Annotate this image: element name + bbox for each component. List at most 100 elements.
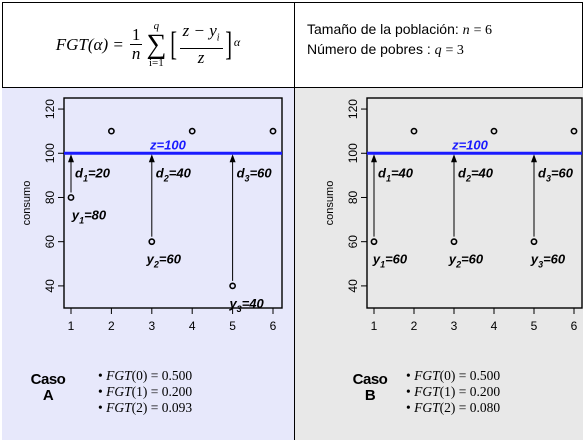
data-point	[229, 282, 236, 290]
x-tick-label: 6	[270, 319, 277, 333]
gap-arrow-head	[531, 154, 537, 163]
value-label: y3=60	[530, 252, 566, 270]
y-tick-label: 80	[346, 190, 360, 204]
data-point	[490, 127, 498, 135]
y-tick-label: 60	[346, 235, 360, 249]
y-tick-label: 40	[346, 279, 360, 293]
info-panel: Tamaño de la población: n = 6 Número de …	[295, 2, 583, 88]
case-b-label-line1: Caso	[352, 371, 388, 388]
population-size-value: = 6	[473, 23, 492, 38]
poverty-line-label: z=100	[149, 137, 187, 152]
y-tick-label: 80	[43, 190, 57, 204]
formula-panel: FGT(α) = 1 n q ∑ i=1 [ z − yi z ] α	[2, 2, 295, 88]
right-bracket: ]	[224, 25, 232, 63]
value-label: y1=60	[372, 252, 408, 270]
y-axis-title: consumo	[324, 181, 336, 226]
case-a-fgt1: • FGT(1) = 0.200	[98, 384, 193, 399]
y-tick-label: 40	[43, 279, 57, 293]
poor-count-var: q	[434, 43, 442, 58]
gap-arrow-head	[451, 154, 457, 163]
poor-count-line: Número de pobres : q = 3	[307, 40, 583, 60]
plot-frame	[366, 97, 583, 309]
formula-frac-num: 1	[129, 25, 143, 45]
fgt-formula: FGT(α) = 1 n q ∑ i=1 [ z − yi z ] α	[55, 20, 241, 69]
gap-label: d1=20	[75, 165, 111, 183]
x-tick-label: 6	[571, 319, 578, 333]
gap-label: d3=60	[237, 165, 273, 183]
formula-lhs: FGT(α) =	[55, 34, 124, 54]
case-a-fgt0: • FGT(0) = 0.500	[98, 368, 193, 383]
formula-inner-den: z	[197, 47, 205, 67]
formula-exponent: α	[233, 34, 241, 49]
x-tick-label: 2	[411, 319, 418, 333]
sigma-symbol: ∑	[146, 28, 167, 60]
y-tick-label: 100	[346, 143, 360, 163]
gap-arrow-head	[148, 154, 155, 163]
x-tick-label: 5	[531, 319, 538, 333]
value-label: y1=80	[71, 207, 107, 225]
formula-sum: q ∑ i=1	[146, 20, 167, 69]
data-point	[269, 127, 277, 135]
x-tick-label: 1	[371, 319, 378, 333]
y-tick-label: 60	[43, 235, 57, 249]
chart-a: 40 60 80 100 120 consumo 1 2 3 4 5 6 z=100 d1=20 y1=80…	[21, 97, 283, 333]
y-tick-label: 120	[346, 99, 360, 119]
y-tick-label: 100	[43, 143, 57, 163]
x-tick-label: 3	[148, 319, 155, 333]
y-axis-title: consumo	[21, 181, 33, 226]
case-a-label-line1: Caso	[30, 371, 66, 388]
y-tick-label: 120	[43, 99, 57, 119]
gap-arrow-head	[229, 154, 236, 163]
formula-sum-lower: i=1	[148, 56, 164, 69]
plot-frame	[63, 97, 283, 309]
x-tick-label: 1	[68, 319, 75, 333]
data-point	[370, 238, 378, 246]
poor-count-value: = 3	[445, 43, 464, 58]
gap-label: d2=40	[458, 165, 494, 183]
data-point	[67, 194, 75, 201]
value-label: y3=40	[228, 296, 264, 314]
case-b-stats: • FGT(0) = 0.500 • FGT(1) = 0.200 • FGT(…	[406, 368, 500, 416]
formula-frac-den: n	[131, 44, 141, 63]
x-tick-label: 2	[108, 319, 115, 333]
case-b-fgt1: • FGT(1) = 0.200	[406, 384, 501, 399]
case-a-fgt2: • FGT(2) = 0.093	[98, 400, 193, 415]
x-tick-label: 4	[189, 319, 196, 333]
case-b-fgt0: • FGT(0) = 0.500	[406, 368, 501, 383]
case-a-label-line2: A	[42, 387, 54, 404]
formula-inner-num: z − yi	[179, 22, 223, 49]
gap-label: d2=40	[156, 165, 192, 183]
case-b-label-line2: B	[364, 387, 376, 404]
data-point	[450, 238, 458, 246]
case-b-fgt2: • FGT(2) = 0.080	[406, 400, 501, 415]
data-point	[108, 127, 115, 135]
value-label: y2=60	[146, 252, 182, 270]
value-label: y2=60	[448, 252, 484, 270]
gap-label: d3=60	[538, 165, 574, 183]
data-point	[188, 127, 196, 135]
case-b-label: Caso B	[350, 372, 390, 404]
chart-panel-a: 40 60 80 100 120 consumo 1 2 3 4 5 6 z=100 d1=20 y1=80…	[2, 88, 295, 356]
formula-fraction: 1 n	[129, 25, 143, 63]
case-a-label: Caso A	[28, 372, 68, 404]
gap-label: d1=40	[378, 165, 414, 183]
left-bracket: [	[170, 25, 178, 63]
case-a-stats: • FGT(0) = 0.500 • FGT(1) = 0.200 • FGT(…	[98, 368, 192, 416]
x-tick-label: 5	[229, 319, 236, 333]
poverty-line-label: z=100	[451, 137, 489, 152]
data-point	[410, 127, 418, 135]
data-point	[530, 238, 538, 246]
formula-inner-fraction: z − yi z	[179, 22, 223, 67]
x-tick-label: 4	[491, 319, 498, 333]
data-point	[148, 238, 156, 246]
population-size-line: Tamaño de la población: n = 6	[307, 20, 583, 40]
data-point	[570, 127, 578, 135]
x-tick-label: 3	[451, 319, 458, 333]
gap-arrow-head	[371, 154, 377, 163]
chart-b: 40 60 80 100 120 consumo 1 2 3 4 5 6 z=100 d1=40 y1=60…	[324, 97, 583, 333]
population-size-var: n	[462, 23, 470, 38]
gap-arrow-head	[68, 154, 74, 163]
poor-count-label: Número de pobres :	[307, 41, 431, 57]
population-size-label: Tamaño de la población:	[307, 21, 459, 37]
case-b-summary: Caso B • FGT(0) = 0.500 • FGT(1) = 0.200…	[295, 356, 583, 440]
